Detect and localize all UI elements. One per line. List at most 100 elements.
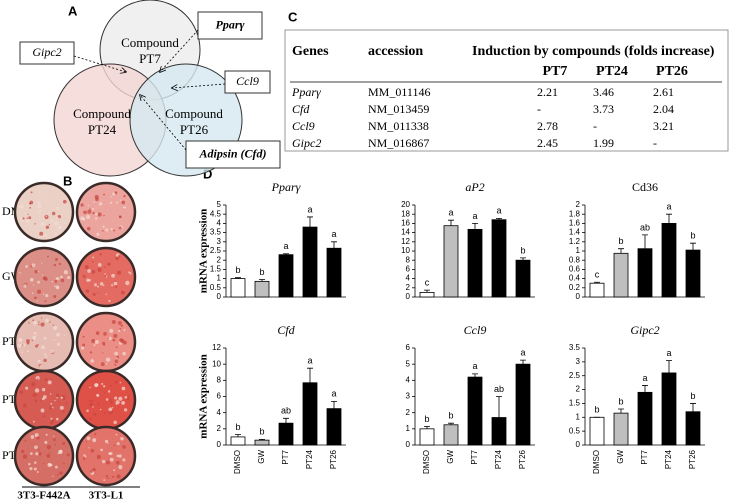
well-speckle [95, 331, 100, 335]
well-speckle [19, 204, 24, 209]
y-tick-label: 2 [406, 283, 411, 292]
well-speckle [54, 443, 57, 446]
well-speckle [56, 396, 58, 399]
well-speckle [119, 327, 122, 330]
x-tick-label: GW [257, 450, 266, 464]
well-speckle [53, 326, 57, 330]
well-speckle [19, 216, 24, 220]
y-tick-label: 3 [406, 392, 411, 401]
well-speckle [44, 234, 48, 237]
well-speckle [36, 300, 38, 302]
well-speckle [40, 408, 45, 413]
table-frame [284, 29, 729, 152]
well-speckle [122, 458, 126, 462]
well-speckle [92, 211, 95, 215]
well-speckle [32, 420, 35, 423]
well-speckle [92, 292, 96, 296]
y-tick-label: 5 [406, 359, 411, 368]
bar [326, 247, 342, 298]
well-speckle [53, 295, 57, 299]
well-speckle [35, 344, 39, 348]
well-speckle [116, 201, 119, 204]
well-speckle [102, 230, 104, 232]
well-speckle [89, 399, 92, 403]
well-speckle [87, 209, 92, 214]
y-tick-label: 1 [576, 246, 581, 255]
well-speckle [26, 282, 28, 285]
well-speckle [36, 334, 38, 337]
significance-letter: b [690, 231, 695, 241]
well-speckle [90, 470, 93, 473]
well-speckle [40, 235, 43, 237]
y-tick-label: 1 [217, 274, 222, 283]
significance-letter: a [496, 206, 501, 216]
well-speckle [45, 202, 48, 204]
bar [443, 424, 459, 446]
well-speckle [108, 336, 112, 341]
error-bar [666, 360, 672, 373]
table-subheader: PT7 [543, 64, 568, 79]
well-speckle [123, 408, 128, 412]
well-speckle [50, 417, 53, 420]
well-speckle [115, 460, 120, 465]
callout-box [19, 41, 75, 65]
well-speckle [96, 292, 99, 294]
well-speckle [89, 417, 92, 421]
well-speckle [110, 384, 113, 387]
y-tick-label: 2 [576, 200, 581, 209]
well-speckle [107, 390, 111, 393]
well-speckle [87, 269, 91, 273]
y-tick-label: 1.2 [569, 237, 581, 246]
y-axis-label: mRNA expression [198, 209, 210, 293]
x-tick-label: PT7 [281, 449, 290, 464]
y-tick-label: 10 [212, 359, 221, 368]
well-speckle [27, 213, 29, 215]
y-tick-label: 2 [217, 255, 222, 264]
well-speckle [30, 435, 35, 439]
well-speckle [23, 284, 27, 288]
well-speckle [101, 459, 106, 464]
well-speckle [47, 462, 52, 467]
y-tick-label: 1 [576, 412, 581, 421]
y-tick-label: 3 [576, 357, 581, 366]
well-speckle [39, 209, 42, 212]
error-bar [331, 400, 337, 409]
well-speckle [105, 398, 109, 401]
well-speckle [49, 421, 53, 425]
y-tick-label: 2 [576, 385, 581, 394]
significance-letter: a [448, 208, 453, 218]
y-tick-label: 0.6 [569, 265, 581, 274]
well-speckle [91, 339, 96, 344]
well-speckle [103, 331, 107, 336]
y-tick-label: 6 [406, 343, 411, 352]
x-tick-label: PT26 [329, 449, 338, 469]
y-tick-label: 0 [406, 292, 411, 301]
table-subheader: PT26 [656, 64, 688, 79]
well-speckle [63, 334, 66, 337]
well-speckle [32, 284, 34, 286]
well-speckle [62, 199, 67, 204]
y-tick-label: 2 [406, 408, 411, 417]
y-tick-label: 2.5 [569, 371, 581, 380]
well-speckle [110, 228, 113, 231]
well-speckle [45, 215, 48, 217]
well-speckle [83, 210, 87, 215]
well-speckle [67, 275, 71, 280]
significance-letter: ab [281, 406, 291, 416]
well-speckle [42, 274, 44, 276]
y-tick-label: 3 [217, 237, 222, 246]
y-tick-label: 6 [406, 265, 411, 274]
gene-name: Cfd [292, 102, 310, 116]
well-speckle [97, 212, 102, 217]
well-speckle [58, 449, 63, 454]
well-speckle [62, 441, 66, 445]
well-speckle [91, 260, 94, 263]
y-tick-label: 0.4 [569, 274, 581, 283]
y-tick-label: 12 [212, 343, 221, 352]
well-speckle [29, 277, 34, 282]
well-speckle [58, 262, 62, 266]
well-speckle [43, 358, 47, 363]
well-speckle [34, 388, 40, 393]
well-speckle [38, 323, 40, 326]
table-cell: 2.04 [653, 102, 674, 116]
